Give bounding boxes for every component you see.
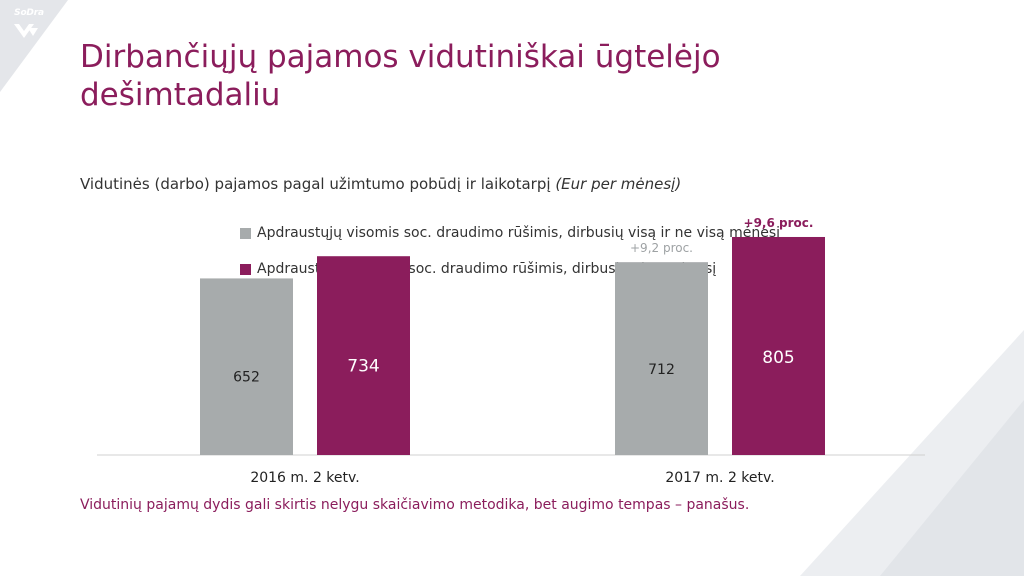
logo-text: SoDra — [14, 8, 44, 18]
footnote: Vidutinių pajamų dydis gali skirtis nely… — [80, 497, 750, 513]
category-label-1: 2017 m. 2 ketv. — [665, 470, 774, 486]
chart-subtitle-unit: (Eur per mėnesį) — [555, 175, 682, 193]
chart-subtitle: Vidutinės (darbo) pajamos pagal užimtumo… — [80, 175, 681, 193]
page-title-line-1: Dirbančiųjų pajamos vidutiniškai ūgtelėj… — [80, 39, 721, 75]
legend-item-gray: Apdraustųjų visomis soc. draudimo rūšimi… — [240, 225, 780, 241]
data-label-gray-1: 712 — [648, 362, 675, 378]
chart-subtitle-main: Vidutinės (darbo) pajamos pagal užimtumo… — [80, 175, 551, 193]
page-title-line-2: dešimtadaliu — [80, 77, 281, 113]
top-left-corner-shape — [0, 0, 68, 92]
bar-purple-0 — [317, 256, 410, 455]
category-label-0: 2016 m. 2 ketv. — [250, 470, 359, 486]
bar-purple-1 — [732, 236, 825, 455]
data-label-purple-0: 734 — [347, 357, 379, 377]
data-label-purple-1: 805 — [762, 348, 794, 368]
bottom-right-corner-shape-inner — [880, 400, 1024, 576]
data-label-gray-0: 652 — [233, 370, 260, 386]
legend-swatch-purple — [240, 263, 251, 275]
growth-label-gray: +9,2 proc. — [630, 241, 693, 255]
bar-gray-1 — [615, 262, 708, 455]
page-title: Dirbančiųjų pajamos vidutiniškai ūgtelėj… — [80, 38, 960, 114]
bar-gray-0 — [200, 278, 293, 455]
legend-swatch-gray — [240, 227, 251, 239]
sodra-logo: SoDra — [6, 8, 52, 44]
growth-label-purple: +9,6 proc. — [744, 216, 814, 230]
logo-mark-icon — [14, 24, 38, 38]
legend-label-gray: Apdraustųjų visomis soc. draudimo rūšimi… — [257, 225, 780, 241]
